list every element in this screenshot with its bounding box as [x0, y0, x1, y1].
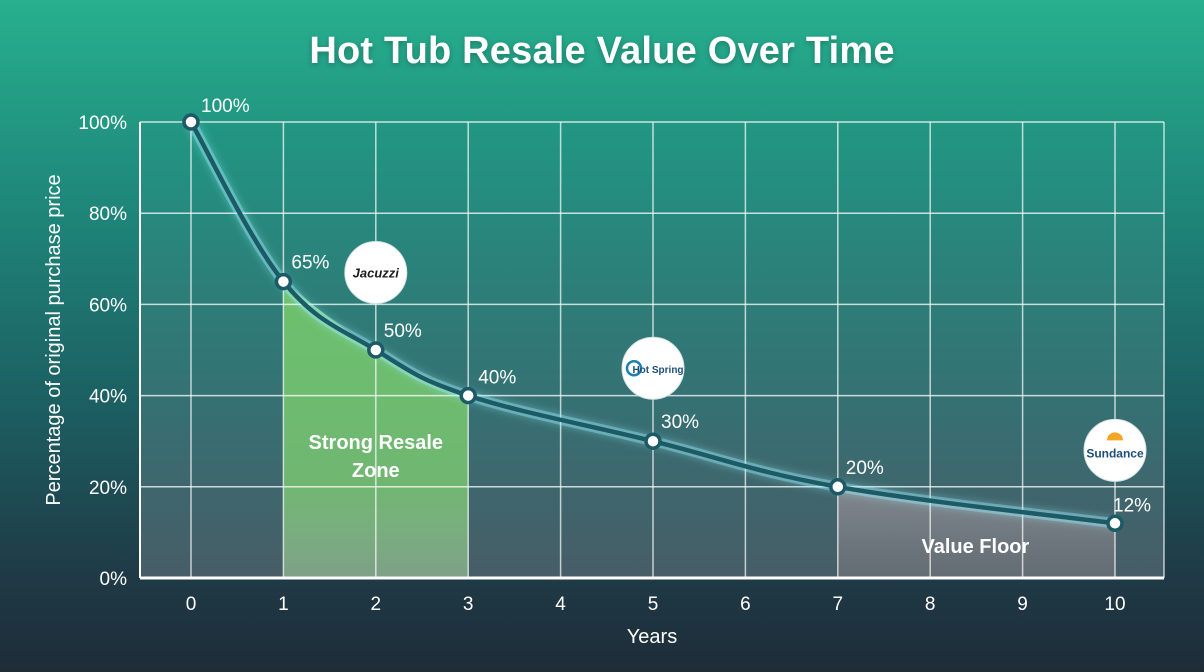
y-tick-label: 80% — [89, 204, 127, 225]
y-tick-label: 0% — [100, 569, 128, 590]
data-point — [644, 432, 662, 450]
data-label: 12% — [1113, 495, 1151, 516]
sun-icon — [1107, 432, 1123, 441]
data-label: 30% — [661, 412, 699, 433]
data-label: 20% — [846, 458, 884, 479]
y-tick-label: 40% — [89, 387, 127, 408]
data-label: 65% — [291, 253, 329, 274]
brand-logo-badge — [344, 240, 408, 304]
x-tick-label: 6 — [740, 594, 751, 615]
data-point — [367, 341, 385, 359]
data-point — [182, 113, 200, 131]
brand-logo: Jacuzzi — [344, 240, 408, 304]
brand-logo-text: Hot Spring — [632, 365, 683, 376]
brand-logo: Hot Spring — [621, 336, 685, 400]
x-tick-label: 10 — [1104, 594, 1125, 615]
x-tick-label: 8 — [925, 594, 936, 615]
data-point — [1106, 514, 1124, 533]
data-point — [829, 478, 847, 496]
data-point — [274, 272, 293, 291]
zone-area — [837, 486, 1115, 578]
x-tick-label: 4 — [555, 594, 566, 615]
brand-logo-badge — [621, 336, 685, 400]
brand-logo: Sundance — [1083, 418, 1147, 482]
x-tick-label: 1 — [278, 594, 289, 615]
data-label: 100% — [201, 96, 250, 117]
wave-icon — [625, 359, 643, 377]
x-tick-label: 7 — [833, 594, 844, 615]
x-tick-label: 3 — [463, 594, 474, 615]
y-axis-title: Percentage of original purchase price — [43, 174, 65, 505]
brand-logo-text: Sundance — [1086, 446, 1144, 460]
x-tick-label: 0 — [186, 594, 197, 615]
data-label: 40% — [478, 368, 516, 389]
brand-logo-text: Jacuzzi — [353, 265, 400, 280]
data-label: 50% — [384, 321, 422, 342]
chart-title: Hot Tub Resale Value Over Time — [309, 30, 895, 72]
x-tick-label: 9 — [1017, 594, 1028, 615]
x-tick-label: 2 — [371, 594, 382, 615]
x-tick-label: 5 — [648, 594, 659, 615]
y-tick-label: 20% — [89, 478, 127, 499]
y-tick-label: 60% — [89, 295, 127, 316]
x-axis-title: Years — [627, 626, 677, 648]
y-tick-label: 100% — [78, 113, 127, 134]
brand-logo-badge — [1083, 418, 1147, 482]
zone-label: Value Floor — [921, 536, 1029, 558]
data-point — [459, 386, 477, 405]
